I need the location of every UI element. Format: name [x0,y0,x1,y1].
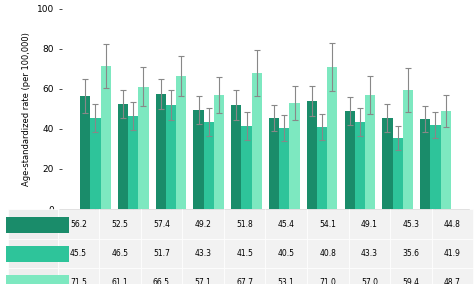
Bar [176,76,186,209]
Bar [252,73,262,209]
Bar [365,95,375,209]
Bar [279,128,290,209]
Bar [118,104,128,209]
Bar [231,105,241,209]
Bar [355,122,365,209]
Bar [100,66,111,209]
Bar [80,96,91,209]
FancyBboxPatch shape [6,246,69,262]
Y-axis label: Age-standardized rate (per 100,000): Age-standardized rate (per 100,000) [22,32,31,186]
Bar [241,126,252,209]
Bar [307,101,317,209]
Bar [290,103,300,209]
Bar [383,118,392,209]
Bar [317,127,327,209]
FancyBboxPatch shape [6,275,69,284]
Bar [392,138,403,209]
Bar [138,87,148,209]
Bar [166,105,176,209]
Bar [345,110,355,209]
Bar [440,111,451,209]
Bar [430,125,440,209]
Bar [128,116,138,209]
FancyBboxPatch shape [6,217,69,233]
Bar [403,90,413,209]
Bar [155,94,166,209]
Bar [193,110,204,209]
Bar [269,118,279,209]
Bar [91,118,100,209]
Bar [214,95,224,209]
Bar [327,67,337,209]
X-axis label: Year: Year [254,229,277,239]
Bar [420,119,430,209]
Bar [204,122,214,209]
